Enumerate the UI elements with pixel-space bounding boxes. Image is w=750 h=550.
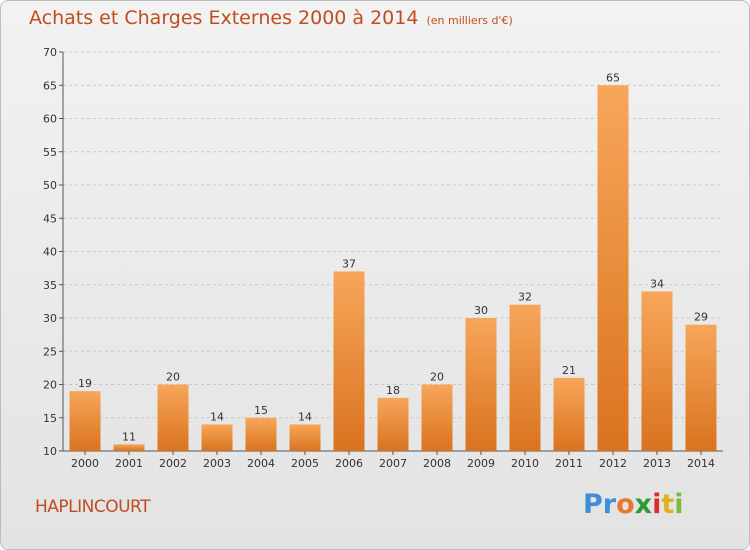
data-label-2002: 20 xyxy=(166,371,180,384)
data-label-2009: 30 xyxy=(474,304,488,317)
x-tick-label-2008: 2008 xyxy=(423,457,451,470)
x-tick-label-2012: 2012 xyxy=(599,457,627,470)
proxiti-logo[interactable]: Proxiti xyxy=(583,489,684,520)
data-label-2003: 14 xyxy=(210,410,224,423)
y-tick-label: 35 xyxy=(43,279,57,292)
x-tick-label-2011: 2011 xyxy=(555,457,583,470)
y-tick-label: 45 xyxy=(43,212,57,225)
bar-2014 xyxy=(685,324,717,451)
y-tick-label: 40 xyxy=(43,246,57,259)
axes: 10 15 20 25 30 35 40 45 50 55 60 65 70 2000 2001 2002 20… xyxy=(43,46,723,470)
bar-2000 xyxy=(69,391,101,451)
bar-2004 xyxy=(245,417,277,451)
y-tick-label: 50 xyxy=(43,179,57,192)
x-tick-label-2002: 2002 xyxy=(159,457,187,470)
bar-2006 xyxy=(333,271,365,451)
x-tick-label-2005: 2005 xyxy=(291,457,319,470)
bar-2008 xyxy=(421,384,453,451)
bar-2013 xyxy=(641,291,673,451)
logo-part-5: t xyxy=(661,489,675,520)
y-tick-label: 25 xyxy=(43,345,57,358)
logo-part-4: i xyxy=(652,489,662,520)
data-label-2014: 29 xyxy=(694,311,708,324)
y-tick-label: 30 xyxy=(43,312,57,325)
logo-part-3: x xyxy=(634,489,653,520)
data-label-2013: 34 xyxy=(650,277,664,290)
bar-2007 xyxy=(377,397,409,451)
x-tick-label-2013: 2013 xyxy=(643,457,671,470)
chart-title-text: Achats et Charges Externes 2000 à 2014 xyxy=(29,7,419,29)
y-tick-label: 70 xyxy=(43,46,57,59)
chart-title: Achats et Charges Externes 2000 à 2014 (e… xyxy=(29,7,513,29)
x-tick-label-2014: 2014 xyxy=(687,457,715,470)
x-tick-label-2009: 2009 xyxy=(467,457,495,470)
bar-2002 xyxy=(157,384,189,451)
data-label-2005: 14 xyxy=(298,410,312,423)
data-label-2012: 65 xyxy=(606,71,620,84)
bar-2005 xyxy=(289,424,321,451)
chart-unit: (en milliers d'€) xyxy=(426,14,513,27)
data-label-2000: 19 xyxy=(78,377,92,390)
data-label-2010: 32 xyxy=(518,291,532,304)
logo-part-2: o xyxy=(616,489,635,520)
x-tick-label-2007: 2007 xyxy=(379,457,407,470)
bar-2011 xyxy=(553,377,585,451)
labels: 19 11 20 14 15 14 37 18 20 30 32 21 65 34 29 xyxy=(78,71,708,443)
data-label-2007: 18 xyxy=(386,384,400,397)
bars xyxy=(69,85,717,451)
y-tick-label: 65 xyxy=(43,79,57,92)
y-tick-label: 10 xyxy=(43,445,57,458)
data-label-2001: 11 xyxy=(122,430,136,443)
y-tick-label: 15 xyxy=(43,412,57,425)
y-tick-label: 20 xyxy=(43,379,57,392)
bar-2001 xyxy=(113,444,145,451)
commune-name: HAPLINCOURT xyxy=(35,497,151,517)
bar-2009 xyxy=(465,318,497,451)
bar-2010 xyxy=(509,304,541,451)
y-tick-label: 55 xyxy=(43,146,57,159)
data-label-2011: 21 xyxy=(562,364,576,377)
x-tick-label-2003: 2003 xyxy=(203,457,231,470)
x-tick-label-2006: 2006 xyxy=(335,457,363,470)
y-tick-label: 60 xyxy=(43,113,57,126)
logo-part-1: Pr xyxy=(583,489,617,520)
bar-2012 xyxy=(597,85,629,451)
x-tick-label-2000: 2000 xyxy=(71,457,99,470)
data-label-2008: 20 xyxy=(430,371,444,384)
data-label-2004: 15 xyxy=(254,404,268,417)
data-label-2006: 37 xyxy=(342,257,356,270)
bar-2003 xyxy=(201,424,233,451)
x-tick-label-2001: 2001 xyxy=(115,457,143,470)
x-tick-label-2010: 2010 xyxy=(511,457,539,470)
x-tick-label-2004: 2004 xyxy=(247,457,275,470)
logo-part-6: i xyxy=(674,489,684,520)
